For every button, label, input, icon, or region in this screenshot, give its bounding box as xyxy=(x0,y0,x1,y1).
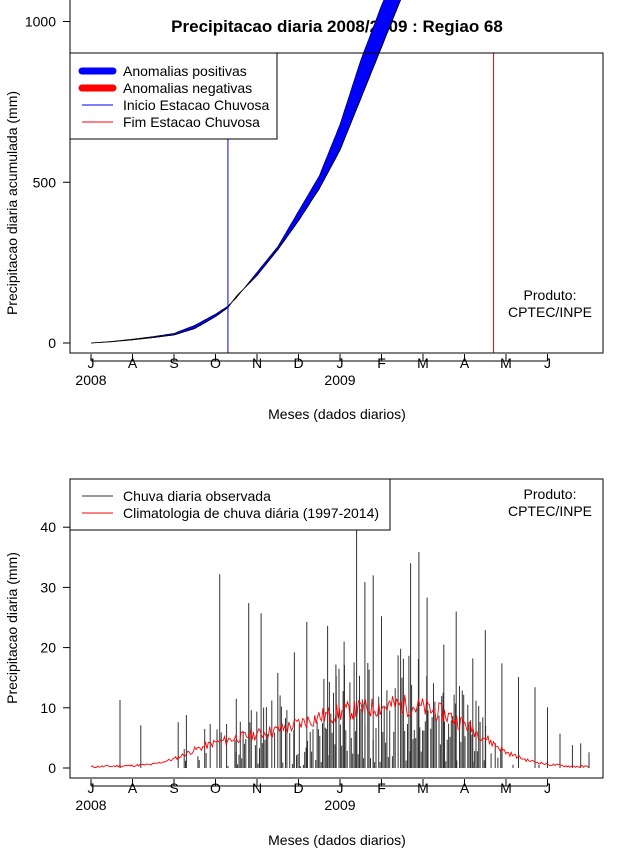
y-tick-label: 500 xyxy=(33,174,57,190)
y-tick-label: 0 xyxy=(48,335,56,351)
top-panel: Precipitacao diaria 2008/2009 : Regiao 6… xyxy=(4,0,604,422)
bottom-y-axis-label: Precipitacao diaria (mm) xyxy=(4,552,20,704)
y-tick-label: 0 xyxy=(48,760,56,776)
y-tick-label: 1000 xyxy=(25,14,56,30)
x-tick-label: J xyxy=(337,355,344,371)
x-tick-label: J xyxy=(88,355,95,371)
x-tick-label: M xyxy=(500,355,512,371)
x-tick-label: F xyxy=(377,355,386,371)
legend-label-anomalias-positivas: Anomalias positivas xyxy=(123,63,247,79)
bottom-y-axis: 0 10 20 30 40 xyxy=(40,519,71,776)
x-tick-label: A xyxy=(460,780,470,796)
top-legend-box xyxy=(69,52,278,140)
legend-label-fim-estacao: Fim Estacao Chuvosa xyxy=(123,114,260,130)
x-tick-label: S xyxy=(169,355,178,371)
y-tick-label: 20 xyxy=(40,640,56,656)
y-tick-label: 30 xyxy=(40,579,56,595)
legend-label-climatologia: Climatologia de chuva diária (1997-2014) xyxy=(123,505,379,521)
x-tick-label: A xyxy=(128,355,138,371)
x-tick-label: D xyxy=(293,355,303,371)
y-tick-label: 40 xyxy=(40,519,56,535)
bottom-legend-box xyxy=(69,478,391,531)
x-tick-label: J xyxy=(88,780,95,796)
x-tick-label: J xyxy=(544,780,551,796)
top-legend: Anomalias positivas Anomalias negativas … xyxy=(69,52,278,140)
top-x-axis-label: Meses (dados diarios) xyxy=(268,406,406,422)
x-tick-label: M xyxy=(417,780,429,796)
y-tick-label: 10 xyxy=(40,700,56,716)
x-tick-label: M xyxy=(500,780,512,796)
x-tick-label: N xyxy=(252,355,262,371)
bottom-credit-line-1: Produto: xyxy=(524,486,577,502)
x-tick-label: M xyxy=(417,355,429,371)
x-tick-label: F xyxy=(377,780,386,796)
bottom-credit-line-2: CPTEC/INPE xyxy=(508,503,592,519)
bottom-plot-area xyxy=(90,524,590,769)
top-y-axis: 050010001500 xyxy=(25,0,71,351)
positive-anomaly-band xyxy=(244,0,401,289)
legend-label-chuva-observada: Chuva diaria observada xyxy=(123,488,271,504)
year-label: 2008 xyxy=(75,797,106,813)
top-credit-line-1: Produto: xyxy=(524,287,577,303)
year-label: 2009 xyxy=(324,797,355,813)
year-label: 2008 xyxy=(75,372,106,388)
legend-label-inicio-estacao: Inicio Estacao Chuvosa xyxy=(123,97,270,113)
x-tick-label: J xyxy=(544,355,551,371)
bottom-x-axis-label: Meses (dados diarios) xyxy=(268,832,406,848)
year-label: 2009 xyxy=(324,372,355,388)
x-tick-label: D xyxy=(293,780,303,796)
climatology-accumulated-line xyxy=(90,0,402,344)
x-tick-label: A xyxy=(460,355,470,371)
top-credit-line-2: CPTEC/INPE xyxy=(508,304,592,320)
top-chart-title: Precipitacao diaria 2008/2009 : Regiao 6… xyxy=(171,17,503,36)
x-tick-label: O xyxy=(210,780,221,796)
x-tick-label: O xyxy=(210,355,221,371)
climatology-daily-line xyxy=(90,694,590,769)
legend-label-anomalias-negativas: Anomalias negativas xyxy=(123,80,252,96)
top-y-axis-label: Precipitacao diaria acumulada (mm) xyxy=(4,91,20,315)
x-tick-label: N xyxy=(252,780,262,796)
x-tick-label: S xyxy=(169,780,178,796)
x-tick-label: J xyxy=(337,780,344,796)
x-tick-label: A xyxy=(128,780,138,796)
bottom-legend: Chuva diaria observada Climatologia de c… xyxy=(69,478,391,531)
